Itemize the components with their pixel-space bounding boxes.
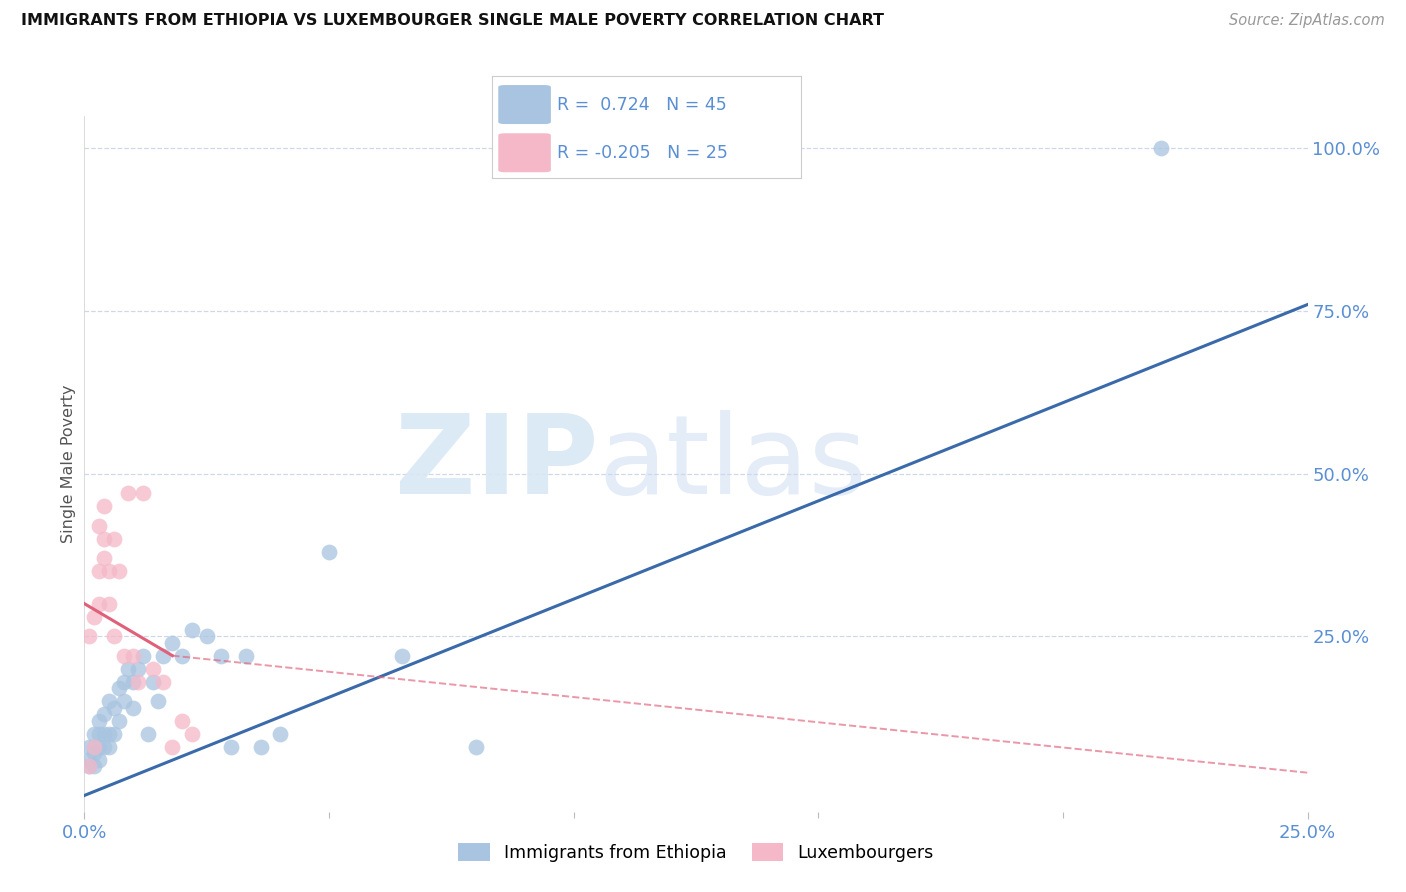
Point [269, 727, 291, 741]
Point [93, 532, 115, 546]
Point [162, 635, 184, 649]
Point [219, 739, 242, 754]
Point [77, 753, 100, 767]
Point [103, 629, 125, 643]
Point [464, 739, 486, 754]
Point [107, 564, 129, 578]
Point [93, 739, 115, 754]
Point [172, 648, 194, 663]
Point [172, 714, 194, 728]
FancyBboxPatch shape [498, 85, 551, 124]
Point [112, 694, 135, 708]
Point [122, 648, 145, 663]
Point [195, 629, 218, 643]
FancyBboxPatch shape [498, 133, 551, 172]
Point [97, 597, 120, 611]
Point [122, 674, 145, 689]
Point [117, 486, 139, 500]
Point [83, 759, 105, 773]
Point [93, 707, 115, 722]
Point [152, 648, 174, 663]
Point [117, 662, 139, 676]
Point [83, 727, 105, 741]
Point [97, 564, 120, 578]
Point [83, 609, 105, 624]
Point [122, 700, 145, 714]
Text: Source: ZipAtlas.com: Source: ZipAtlas.com [1229, 13, 1385, 29]
Point [127, 674, 149, 689]
Point [132, 648, 155, 663]
Point [162, 739, 184, 754]
Y-axis label: Single Male Poverty: Single Male Poverty [60, 384, 76, 543]
Point [87, 518, 110, 533]
Point [93, 499, 115, 513]
Text: R = -0.205   N = 25: R = -0.205 N = 25 [557, 144, 728, 161]
Point [235, 648, 257, 663]
Point [87, 597, 110, 611]
Point [391, 648, 413, 663]
Point [142, 674, 165, 689]
Point [103, 700, 125, 714]
Point [112, 674, 135, 689]
Point [146, 694, 169, 708]
Point [87, 739, 110, 754]
Point [249, 739, 271, 754]
Point [83, 739, 105, 754]
Point [87, 564, 110, 578]
Point [97, 739, 120, 754]
Point [87, 727, 110, 741]
Point [107, 681, 129, 695]
Point [132, 486, 155, 500]
Point [77, 739, 100, 754]
Point [77, 759, 100, 773]
Text: R =  0.724   N = 45: R = 0.724 N = 45 [557, 95, 727, 113]
Point [97, 694, 120, 708]
Point [87, 753, 110, 767]
Point [142, 662, 165, 676]
Point [181, 727, 204, 741]
Text: atlas: atlas [598, 410, 866, 517]
Point [93, 551, 115, 566]
Point [83, 739, 105, 754]
Point [318, 544, 340, 558]
Text: ZIP: ZIP [395, 410, 598, 517]
Point [136, 727, 159, 741]
Point [97, 727, 120, 741]
Point [1150, 141, 1173, 155]
Text: IMMIGRANTS FROM ETHIOPIA VS LUXEMBOURGER SINGLE MALE POVERTY CORRELATION CHART: IMMIGRANTS FROM ETHIOPIA VS LUXEMBOURGER… [21, 13, 884, 29]
Point [127, 662, 149, 676]
Point [77, 629, 100, 643]
Point [209, 648, 232, 663]
Point [112, 648, 135, 663]
Point [83, 746, 105, 760]
Point [77, 759, 100, 773]
Point [87, 714, 110, 728]
Legend: Immigrants from Ethiopia, Luxembourgers: Immigrants from Ethiopia, Luxembourgers [451, 837, 941, 869]
Point [103, 727, 125, 741]
Point [93, 727, 115, 741]
Point [103, 532, 125, 546]
Point [152, 674, 174, 689]
Point [181, 623, 204, 637]
Point [107, 714, 129, 728]
